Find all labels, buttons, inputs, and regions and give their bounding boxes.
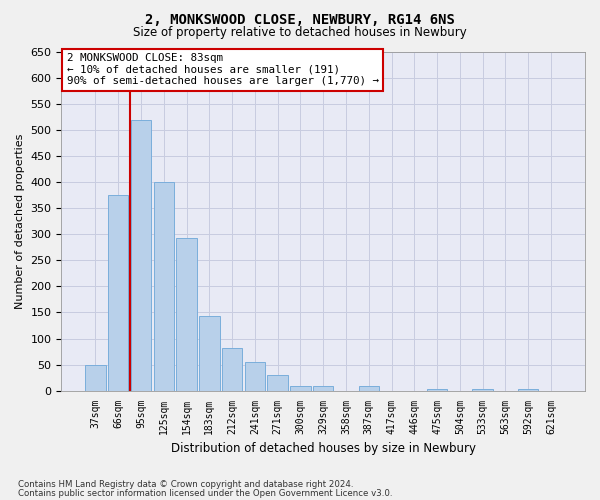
Bar: [199, 316, 220, 391]
Bar: [222, 348, 242, 391]
Bar: [313, 386, 334, 391]
Y-axis label: Number of detached properties: Number of detached properties: [15, 134, 25, 309]
Bar: [176, 238, 197, 391]
Bar: [472, 388, 493, 391]
Bar: [518, 388, 538, 391]
Text: Size of property relative to detached houses in Newbury: Size of property relative to detached ho…: [133, 26, 467, 39]
Bar: [268, 375, 288, 391]
Bar: [154, 182, 174, 391]
Bar: [108, 195, 128, 391]
Text: Contains public sector information licensed under the Open Government Licence v3: Contains public sector information licen…: [18, 489, 392, 498]
Text: Contains HM Land Registry data © Crown copyright and database right 2024.: Contains HM Land Registry data © Crown c…: [18, 480, 353, 489]
Bar: [359, 386, 379, 391]
Text: 2 MONKSWOOD CLOSE: 83sqm
← 10% of detached houses are smaller (191)
90% of semi-: 2 MONKSWOOD CLOSE: 83sqm ← 10% of detach…: [67, 53, 379, 86]
Bar: [427, 388, 448, 391]
Bar: [131, 120, 151, 391]
Bar: [290, 386, 311, 391]
Bar: [85, 364, 106, 391]
X-axis label: Distribution of detached houses by size in Newbury: Distribution of detached houses by size …: [171, 442, 476, 455]
Text: 2, MONKSWOOD CLOSE, NEWBURY, RG14 6NS: 2, MONKSWOOD CLOSE, NEWBURY, RG14 6NS: [145, 12, 455, 26]
Bar: [245, 362, 265, 391]
